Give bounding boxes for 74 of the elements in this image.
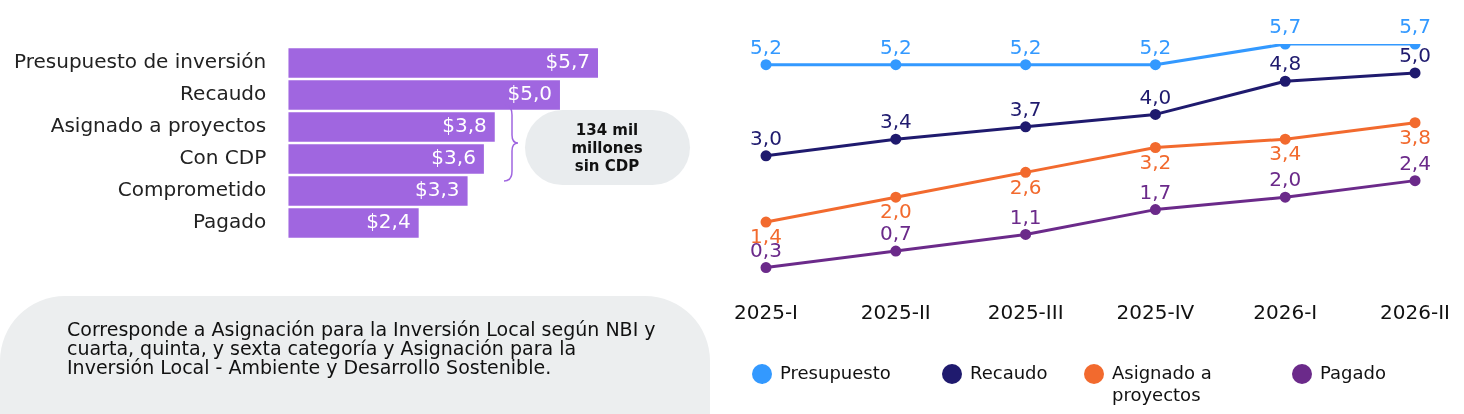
data-label: $3,8	[442, 113, 487, 138]
point	[1279, 191, 1291, 203]
data-label: 5,2	[879, 34, 912, 59]
bar	[288, 208, 419, 238]
data-label: 4,0	[1139, 84, 1172, 109]
data-label: 5,7	[1269, 14, 1302, 39]
point	[890, 59, 902, 71]
data-label: 1,1	[1009, 204, 1042, 229]
y-tick-label: Comprometido	[117, 177, 267, 202]
data-label: 2,0	[879, 199, 912, 224]
data-label: 5,7	[1399, 14, 1431, 39]
data-label: 3,8	[1399, 124, 1431, 149]
x-tick-label: 2025-II	[860, 300, 931, 325]
y-tick-label: Presupuesto de inversión	[14, 49, 267, 74]
point	[1409, 117, 1421, 129]
x-tick-label: 2025-IV	[1116, 300, 1195, 325]
point	[760, 150, 772, 162]
point	[1149, 108, 1161, 120]
data-label: 5,2	[1139, 34, 1172, 59]
data-label: 5,2	[1009, 34, 1042, 59]
x-tick-label: 2026-II	[1380, 300, 1450, 325]
data-label: 2,0	[1269, 167, 1302, 192]
text: Corresponde a Asignación para la Inversión Local según NBI y cuarta, quinta, y sexta categoría y Asignación para la Inversión Local - Ambiente y Desarrollo Sostenible.	[67, 318, 657, 378]
point	[1149, 204, 1161, 216]
legend-label: Pagado	[1320, 362, 1386, 384]
data-label: 3,7	[1009, 97, 1042, 122]
data-label: 1,7	[1139, 179, 1172, 204]
annotation: 134 mil millones sin CDP	[570, 120, 644, 176]
data-label: $2,4	[366, 209, 411, 234]
point	[1279, 133, 1291, 145]
x-tick-label: 2025-I	[734, 300, 799, 325]
point	[1020, 228, 1032, 240]
point	[760, 216, 772, 228]
bar	[288, 144, 484, 174]
point	[760, 59, 772, 71]
data-label: $5,7	[545, 49, 590, 74]
point	[890, 133, 902, 145]
point	[760, 262, 772, 274]
data-label: $3,6	[431, 145, 476, 170]
data-label: 0,7	[879, 221, 912, 246]
point	[1409, 67, 1421, 79]
data-label: 3,4	[879, 109, 912, 134]
data-label: 3,2	[1139, 149, 1172, 174]
point	[1279, 75, 1291, 87]
y-tick-label: Asignado a proyectos	[50, 113, 267, 138]
data-label: $3,3	[415, 177, 460, 202]
point	[1020, 59, 1032, 71]
x-tick-label: 2025-III	[987, 300, 1064, 325]
point	[890, 191, 902, 203]
y-tick-label: Con CDP	[179, 145, 267, 170]
legend-label: Asignado a proyectos	[1112, 362, 1213, 406]
point	[1149, 59, 1161, 71]
data-label: $5,0	[507, 81, 552, 106]
bar	[288, 176, 468, 206]
y-tick-label: Recaudo	[180, 81, 267, 106]
data-label: 4,8	[1269, 51, 1302, 76]
data-label: 5,0	[1399, 43, 1431, 68]
data-label: 2,6	[1009, 174, 1042, 199]
point	[890, 245, 902, 257]
legend-label: Recaudo	[970, 362, 1048, 384]
data-label: 3,4	[1269, 141, 1302, 166]
bar	[288, 48, 598, 78]
point	[1020, 121, 1032, 133]
bar	[288, 112, 495, 142]
data-label: 5,2	[750, 34, 782, 59]
bar	[288, 80, 560, 110]
x-tick-label: 2026-I	[1253, 300, 1318, 325]
legend-label: Presupuesto	[780, 362, 891, 384]
y-tick-label: Pagado	[192, 209, 267, 234]
point	[1149, 142, 1161, 154]
point	[1409, 175, 1421, 187]
data-label: 2,4	[1399, 150, 1431, 175]
point	[1020, 166, 1032, 178]
data-label: 3,0	[750, 125, 782, 150]
